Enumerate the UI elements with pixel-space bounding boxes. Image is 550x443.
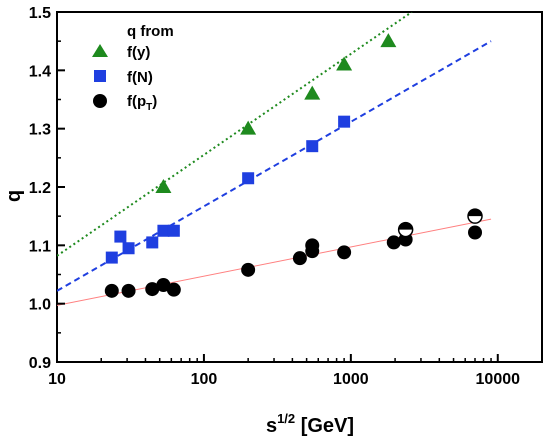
y-tick-label: 1.2 — [29, 180, 51, 197]
y-tick-label: 1.0 — [29, 297, 51, 314]
point-square — [157, 224, 170, 237]
fit-line — [57, 40, 492, 292]
point-triangle — [304, 85, 321, 100]
legend-title: q from — [127, 23, 174, 40]
point-circle — [241, 262, 256, 277]
x-axis-title-sup: 1/2 — [277, 411, 295, 426]
point-circle — [104, 283, 119, 298]
y-axis-title: q — [3, 190, 25, 202]
y-tick-label: 0.9 — [29, 355, 51, 372]
point-triangle — [380, 33, 397, 48]
point-circle — [121, 283, 136, 298]
x-tick-label: 10000 — [476, 371, 521, 388]
point-square — [242, 172, 255, 185]
y-tick-label: 1.3 — [29, 122, 51, 139]
point-square — [122, 242, 135, 255]
y-tick-label: 1.5 — [29, 5, 51, 22]
fit-lines — [57, 12, 492, 306]
x-axis-title: s1/2 [GeV] — [266, 411, 354, 437]
legend-marker-triangle — [92, 44, 108, 57]
point-square — [114, 230, 127, 243]
point-triangle — [240, 120, 257, 135]
legend-label-fpt-a: f(p — [127, 93, 146, 110]
legend-label-fy: f(y) — [127, 44, 150, 61]
point-square — [146, 236, 159, 249]
y-tick-label: 1.4 — [29, 63, 51, 80]
y-tick-label: 1.1 — [29, 238, 51, 255]
point-circle — [305, 238, 320, 253]
point-circle — [386, 235, 401, 250]
point-square — [105, 251, 118, 264]
legend-marker-circle — [93, 94, 107, 108]
point-circle — [166, 282, 181, 297]
point-circle — [156, 278, 171, 292]
x-axis-title-base: s — [266, 415, 277, 437]
legend-marker-square — [94, 70, 106, 82]
point-square — [306, 140, 319, 153]
legend: q from f(y) f(N) f(pT) — [92, 23, 174, 113]
x-tick-label: 1000 — [333, 371, 369, 388]
point-square — [167, 224, 180, 237]
x-axis-title-unit: [GeV] — [295, 415, 354, 437]
point-triangle — [155, 179, 172, 193]
legend-label-fpt-sub: T — [146, 102, 152, 113]
point-circle — [292, 251, 307, 266]
x-tick-label: 10 — [48, 371, 66, 388]
legend-label-fpt-b: ) — [152, 93, 157, 110]
point-circle — [337, 245, 352, 260]
point-square — [338, 115, 351, 128]
point-triangle — [336, 56, 353, 71]
legend-label-fpt: f(pT) — [127, 93, 157, 113]
point-circle — [468, 225, 483, 240]
legend-label-fn: f(N) — [127, 69, 153, 86]
plot-frame — [56, 11, 543, 363]
data-points — [104, 33, 483, 298]
x-tick-label: 100 — [191, 371, 218, 388]
axis-ticks: 10 100 1000 10000 0.9 1.0 1.1 1.2 1.3 1.4 1.5 — [29, 5, 520, 388]
point-half-circle — [467, 208, 483, 224]
point-half-circle — [397, 221, 414, 238]
point-circle — [145, 282, 160, 297]
fit-line — [57, 12, 413, 257]
